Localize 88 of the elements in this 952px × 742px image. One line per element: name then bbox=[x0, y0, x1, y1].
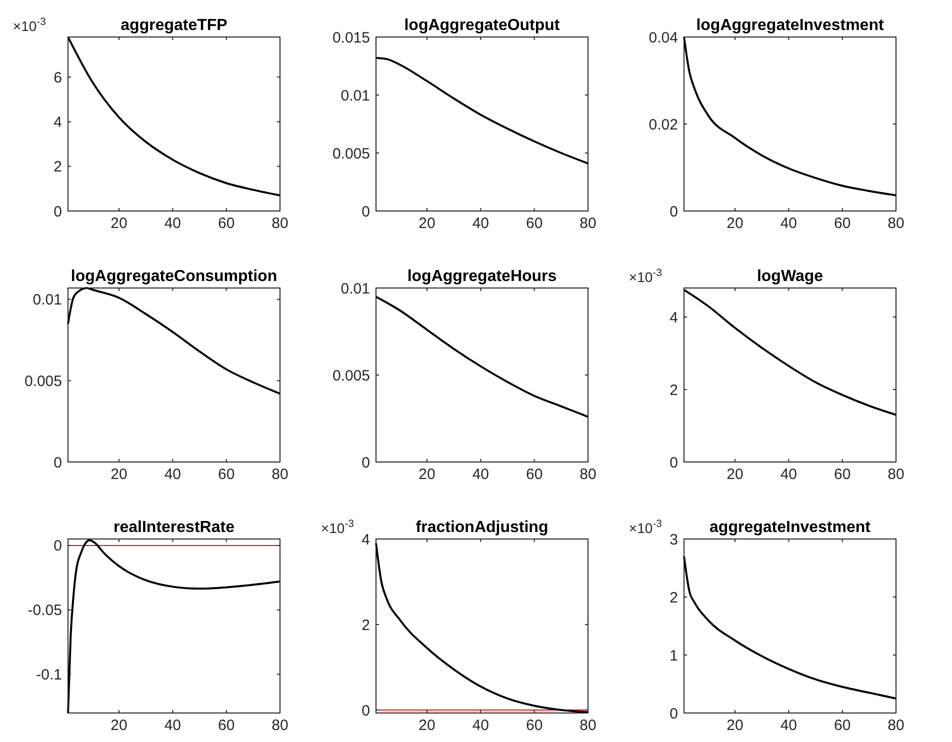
x-tick-label: 80 bbox=[272, 466, 288, 483]
y-tick-label: 1 bbox=[670, 647, 678, 664]
text: ×10$^{-3}$ bbox=[628, 518, 662, 536]
y-tick-label: 4 bbox=[54, 114, 62, 132]
y-tick-label: 0 bbox=[54, 203, 62, 220]
y-tick-label: 0.005 bbox=[332, 145, 370, 162]
y-tick-label: 0.02 bbox=[648, 116, 678, 134]
chart-title: logAggregateInvestment bbox=[696, 17, 884, 34]
line-series bbox=[67, 36, 281, 196]
line-series bbox=[683, 288, 897, 416]
x-tick-label: 80 bbox=[580, 717, 596, 734]
y-tick-label: 0 bbox=[54, 538, 62, 555]
chart-title: logAggregateHours bbox=[407, 268, 557, 285]
text: ×10$^{-3}$ bbox=[628, 267, 662, 285]
x-tick-label: 40 bbox=[472, 717, 489, 734]
line-series bbox=[375, 542, 589, 714]
chart-title: logWage bbox=[756, 268, 824, 285]
y-tick-label: 0.01 bbox=[340, 87, 370, 104]
x-tick-label: 80 bbox=[888, 215, 904, 232]
x-tick-label: 60 bbox=[834, 466, 851, 483]
y-tick-label: 2 bbox=[54, 158, 62, 176]
chart-title: fractionAdjusting bbox=[416, 519, 548, 536]
y-tick-label: 0.015 bbox=[332, 29, 370, 46]
x-tick-label: 80 bbox=[888, 717, 904, 734]
y-tick-label: 3 bbox=[670, 531, 678, 548]
y-tick-label: 0 bbox=[362, 454, 370, 472]
y-tick-label: 0.005 bbox=[332, 367, 370, 384]
y-tick-label: -0.1 bbox=[36, 666, 62, 684]
text: ×10$^{-3}$ bbox=[320, 518, 354, 536]
y-tick-label: 0 bbox=[670, 454, 678, 472]
chart-title: aggregateTFP bbox=[120, 17, 228, 34]
y-tick-label: 4 bbox=[362, 531, 370, 548]
x-tick-label: 40 bbox=[780, 717, 797, 734]
x-tick-label: 60 bbox=[526, 717, 543, 734]
y-tick-label: 0 bbox=[54, 454, 62, 472]
y-tick-label: 2 bbox=[670, 382, 678, 399]
y-tick-label: 0 bbox=[670, 203, 678, 220]
x-tick-label: 40 bbox=[164, 717, 181, 734]
y-tick-label: 0.01 bbox=[32, 292, 62, 309]
y-tick-label: -0.05 bbox=[28, 602, 62, 620]
x-tick-label: 60 bbox=[526, 466, 543, 483]
x-tick-label: 40 bbox=[472, 466, 489, 483]
x-tick-label: 80 bbox=[580, 215, 596, 232]
x-tick-label: 80 bbox=[272, 215, 288, 232]
x-tick-label: 20 bbox=[726, 466, 744, 483]
line-series bbox=[375, 296, 589, 418]
chart-title: logAggregateConsumption bbox=[70, 268, 278, 285]
y-tick-label: 0 bbox=[670, 705, 678, 722]
x-tick-label: 60 bbox=[218, 215, 235, 232]
y-tick-label: 0.01 bbox=[340, 280, 370, 298]
line-series bbox=[375, 56, 589, 164]
x-tick-label: 40 bbox=[780, 215, 797, 232]
x-tick-label: 40 bbox=[164, 466, 181, 483]
x-tick-label: 20 bbox=[726, 215, 744, 232]
text: ×10$^{-3}$ bbox=[12, 16, 46, 34]
x-tick-label: 60 bbox=[218, 466, 235, 483]
x-tick-label: 60 bbox=[526, 215, 543, 232]
x-tick-label: 40 bbox=[472, 215, 489, 232]
y-tick-label: 6 bbox=[54, 69, 62, 86]
y-tick-label: 0 bbox=[362, 203, 370, 220]
line-series bbox=[683, 36, 897, 196]
x-tick-label: 20 bbox=[726, 717, 744, 734]
line-series bbox=[67, 539, 281, 714]
x-tick-label: 80 bbox=[580, 466, 596, 483]
x-tick-label: 80 bbox=[888, 466, 904, 483]
y-tick-label: 4 bbox=[670, 309, 678, 326]
x-tick-label: 80 bbox=[272, 717, 288, 734]
x-tick-label: 20 bbox=[110, 717, 128, 734]
chart-title: logAggregateOutput bbox=[404, 17, 560, 34]
y-tick-label: 0 bbox=[362, 702, 370, 720]
chart-title: realInterestRate bbox=[114, 519, 235, 536]
chart-title: aggregateInvestment bbox=[710, 519, 872, 536]
y-tick-label: 2 bbox=[362, 616, 370, 634]
x-tick-label: 20 bbox=[418, 466, 436, 483]
x-tick-label: 20 bbox=[418, 215, 436, 232]
x-tick-label: 40 bbox=[164, 215, 181, 232]
y-tick-label: 0.005 bbox=[24, 372, 62, 390]
x-tick-label: 20 bbox=[418, 717, 436, 734]
line-series bbox=[67, 287, 281, 395]
y-tick-label: 2 bbox=[670, 589, 678, 606]
x-tick-label: 60 bbox=[834, 717, 851, 734]
x-tick-label: 60 bbox=[218, 717, 235, 734]
y-tick-label: 0.04 bbox=[648, 29, 678, 46]
line-series bbox=[683, 555, 897, 700]
x-tick-label: 60 bbox=[834, 215, 851, 232]
x-tick-label: 20 bbox=[110, 466, 128, 483]
x-tick-label: 40 bbox=[780, 466, 797, 483]
x-tick-label: 20 bbox=[110, 215, 128, 232]
